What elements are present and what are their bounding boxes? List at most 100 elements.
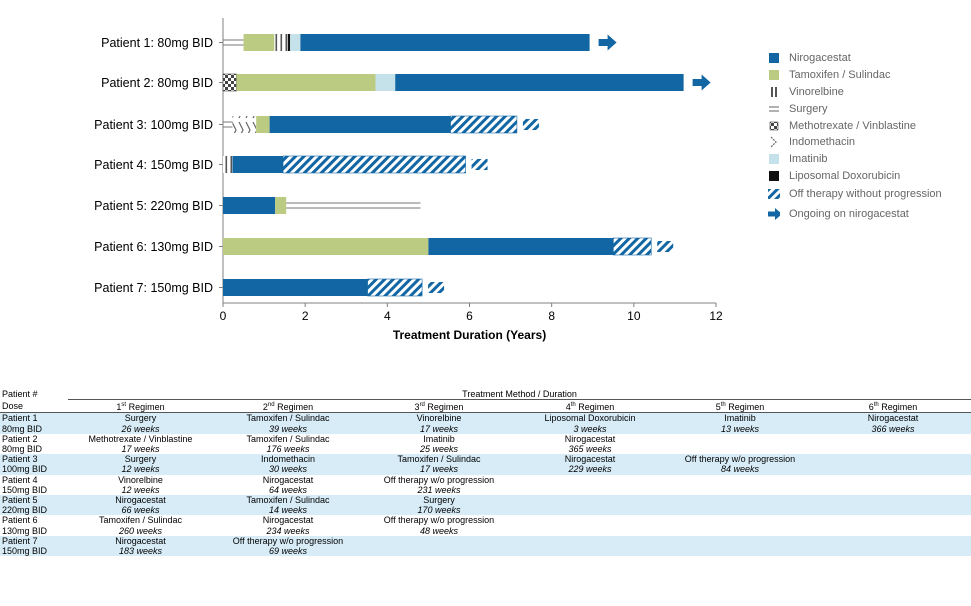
legend-label: Tamoxifen / Sulindac [789,69,891,82]
regimen-name-cell: Surgery [363,495,515,506]
bar-segment [367,278,423,297]
regimen-column-header: 1st Regimen [68,399,213,414]
regimen-name-cell: Imatinib [665,412,815,424]
regimen-duration-cell [815,505,971,516]
legend-label: Off therapy without progression [789,188,942,201]
legend-item: Indomethacin [768,134,968,151]
regimen-name-cell [665,535,815,547]
patient-id-cell: Patient 6 [2,515,38,526]
bar-segment [223,238,429,255]
regimen-name-cell: Vinorelbine [118,474,163,485]
regimen-duration-cell: 17 weeks [121,444,160,455]
regimen-duration-cell: 30 weeks [213,464,363,475]
solid-green-square-icon [768,69,780,81]
table-row: 80mg BID 26 weeks 39 weeks 17 weeks 3 weeks 1… [0,423,971,434]
legend-item: Vinorelbine [768,84,968,101]
regimen-duration-cell: 14 weeks [213,505,363,516]
patient-row-label: Patient 2: 80mg BID [101,76,213,90]
regimen-duration-cell [363,546,515,557]
regimen-duration-cell: 48 weeks [419,525,459,536]
regimen-duration-cell: 39 weeks [213,423,363,434]
regimen-duration-cell: 66 weeks [68,505,213,516]
legend-label: Surgery [789,102,828,115]
bar-segment [282,155,466,174]
regimen-name-cell [515,475,665,485]
regimen-duration-cell: 69 weeks [213,546,363,557]
regimen-name-cell: Tamoxifen / Sulindac [213,412,363,424]
x-tick-label: 2 [302,309,309,323]
regimen-duration-cell [815,444,971,454]
table-row: 220mg BID 66 weeks 14 weeks 170 weeks [0,505,971,516]
table-row: Patient 3 Surgery Indomethacin Tamoxifen / … [0,454,971,465]
regimen-duration-cell [515,485,665,495]
regimen-duration-cell: 17 weeks [363,423,515,434]
regimen-duration-cell: 366 weeks [815,423,971,434]
regimen-duration-cell [515,526,665,536]
regimen-duration-cell: 64 weeks [268,484,308,495]
regimen-name-cell [815,434,971,444]
regimen-name-cell: Imatinib [423,433,455,444]
ongoing-arrow-icon [692,74,711,91]
regimen-duration-cell: 84 weeks [665,464,815,475]
table-row: 80mg BID 17 weeks 176 weeks 25 weeks 365 wee… [0,444,971,454]
patient-bar [223,34,617,51]
patient-id-cell: Patient 1 [0,412,68,424]
regimen-duration-cell: 260 weeks [118,525,163,536]
legend-label: Ongoing on nirogacestat [789,208,909,221]
legend-item: Imatinib [768,151,968,168]
x-axis-title: Treatment Duration (Years) [393,328,546,342]
regimen-column-header: 5th Regimen [665,399,815,414]
regimen-duration-cell: 26 weeks [68,423,213,434]
patient-bar [223,155,488,174]
regimen-name-cell [515,535,665,547]
regimen-duration-cell [815,526,971,536]
patient-id-cell: Patient 3 [0,454,68,465]
bar-segment [428,238,614,255]
regimen-name-cell: Nirogacestat [68,535,213,547]
x-tick-label: 6 [466,309,473,323]
legend-item: Nirogacestat [768,50,968,67]
blue-arrow-icon [768,208,780,221]
off-therapy-marker-icon [522,119,539,130]
regimen-duration-cell [665,526,815,536]
regimen-duration-cell [665,485,815,495]
dose-cell: 150mg BID [2,484,48,495]
regimen-duration-cell: 365 weeks [568,444,612,455]
x-tick-label: 12 [709,309,723,323]
bar-segment [274,34,288,51]
regimen-name-cell: Vinorelbine [363,412,515,424]
bar-segment [450,115,518,134]
table-row: Patient 4 Vinorelbine Nirogacestat Off ther… [0,475,971,485]
bar-segment [232,116,257,133]
regimen-name-cell [815,535,971,547]
regimen-duration-cell: 25 weeks [419,444,459,455]
regimen-column-header: 6th Regimen [815,399,971,414]
regimen-name-cell: Nirogacestat [262,515,314,526]
regimen-name-cell: Nirogacestat [564,433,616,444]
regimen-name-cell: Liposomal Doxorubicin [515,412,665,424]
regimen-name-cell: Off therapy w/o progression [665,454,815,465]
regimen-name-cell [815,475,971,485]
regimen-column-header: 2nd Regimen [213,399,363,414]
table-row: Patient 1 Surgery Tamoxifen / Sulindac Vino… [0,412,971,424]
bar-segment [269,116,451,133]
regimen-name-cell: Tamoxifen / Sulindac [213,495,363,506]
regimen-name-cell: Nirogacestat [815,412,971,424]
bar-segment [243,34,275,51]
dose-cell: 150mg BID [0,546,68,557]
bar-segment [287,34,291,51]
off-therapy-marker-icon [471,159,488,170]
regimen-duration-cell: 12 weeks [121,484,160,495]
legend-item: Tamoxifen / Sulindac [768,67,968,84]
regimen-duration-cell [515,505,665,516]
regimen-name-cell: Off therapy w/o progression [213,535,363,547]
off-therapy-marker-icon [428,282,445,293]
bar-segment [290,34,301,51]
regimen-duration-cell: 229 weeks [515,464,665,475]
legend-label: Imatinib [789,153,828,166]
regimen-duration-cell [815,464,971,475]
legend-item: Off therapy without progression [768,184,968,204]
table-row: Patient 7 Nirogacestat Off therapy w/o pro… [0,535,971,547]
patient-row-label: Patient 3: 100mg BID [94,118,213,132]
regimen-name-cell [363,535,515,547]
